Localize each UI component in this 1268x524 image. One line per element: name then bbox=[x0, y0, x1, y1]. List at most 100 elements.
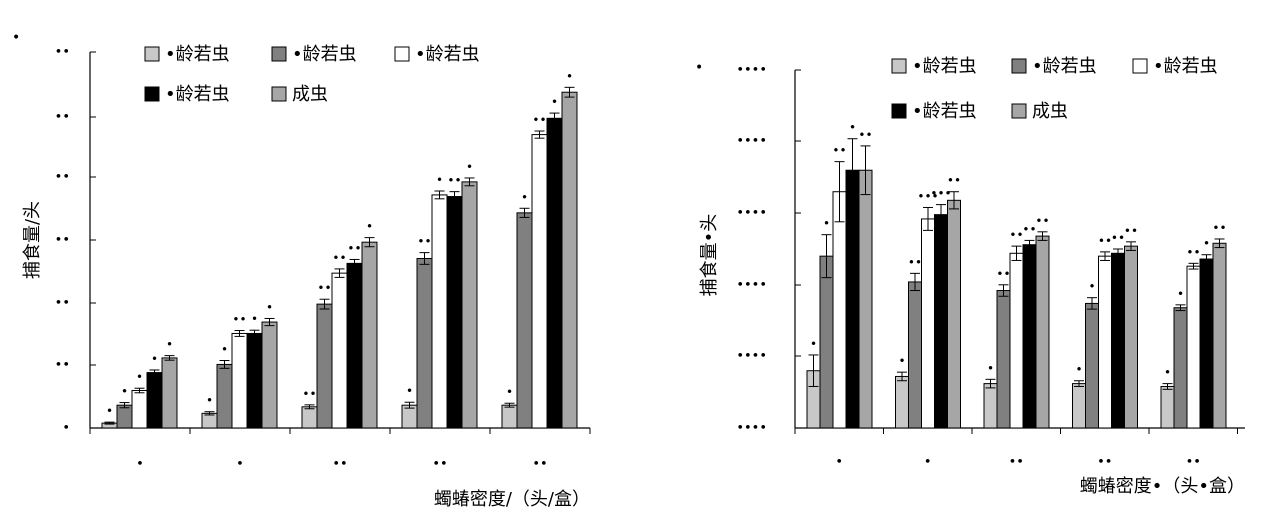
bar bbox=[1035, 235, 1050, 429]
significance-label: ••• bbox=[917, 189, 938, 203]
panel-label: • bbox=[12, 30, 20, 46]
bar bbox=[561, 91, 578, 429]
bar bbox=[531, 134, 548, 429]
legend-swatch bbox=[1011, 103, 1027, 119]
legend-label: •龄若虫 bbox=[912, 56, 977, 77]
y-axis-label: 捕食量•头 bbox=[699, 214, 720, 297]
bar bbox=[216, 363, 233, 429]
significance-label: • bbox=[106, 404, 113, 418]
legend-label: •龄若虫 bbox=[292, 44, 357, 65]
significance-label: •• bbox=[1212, 221, 1226, 235]
significance-label: •• bbox=[302, 387, 316, 401]
y-tick-label: •• bbox=[55, 170, 70, 185]
significance-label: •• bbox=[1098, 234, 1112, 248]
significance-label: • bbox=[221, 343, 228, 357]
bar bbox=[131, 390, 148, 429]
bar bbox=[1186, 265, 1201, 429]
bar bbox=[921, 218, 935, 429]
significance-label: ••• bbox=[930, 187, 951, 201]
x-tick-label: •• bbox=[332, 457, 347, 472]
bar bbox=[231, 332, 248, 429]
legend-swatch bbox=[144, 86, 160, 102]
y-axis-label: 捕食量/头 bbox=[22, 201, 43, 279]
bar bbox=[858, 169, 873, 429]
bar bbox=[1173, 307, 1188, 429]
significance-label: •• bbox=[447, 174, 461, 188]
x-tick-label: • bbox=[236, 457, 244, 472]
panel-label: • bbox=[695, 60, 703, 76]
bar bbox=[1111, 252, 1125, 429]
y-tick-label: •• bbox=[55, 45, 70, 60]
significance-label: •• bbox=[1009, 228, 1023, 242]
chart-panel-2: ••••••••••••••••••••••••••••••••••••••••… bbox=[695, 56, 1245, 497]
significance-label: •• bbox=[1035, 214, 1049, 228]
significance-label: •• bbox=[908, 255, 922, 269]
bar bbox=[1022, 244, 1037, 429]
bar bbox=[161, 357, 178, 429]
legend-label: •龄若虫 bbox=[165, 84, 230, 105]
significance-label: •• bbox=[417, 235, 431, 249]
significance-label: •• bbox=[232, 313, 246, 327]
significance-label: •• bbox=[996, 267, 1010, 281]
legend-swatch bbox=[891, 103, 907, 119]
legend-label: 成虫 bbox=[1032, 101, 1068, 122]
x-tick-label: •• bbox=[432, 457, 447, 472]
significance-label: • bbox=[366, 220, 373, 234]
bar bbox=[461, 181, 478, 429]
bar bbox=[431, 194, 448, 429]
bar bbox=[1199, 258, 1214, 429]
legend-swatch bbox=[1011, 58, 1027, 74]
significance-label: • bbox=[1177, 287, 1184, 301]
y-tick-label: •••• bbox=[736, 63, 767, 78]
bar bbox=[346, 262, 363, 429]
y-tick-label: •••• bbox=[736, 421, 767, 436]
chart-panel-1: ••••••••••••••••••••••••• •••••••••••••••… bbox=[12, 30, 591, 510]
bar bbox=[934, 214, 948, 429]
y-tick-label: •••• bbox=[736, 349, 767, 364]
significance-label: • bbox=[251, 312, 258, 326]
bar bbox=[246, 332, 263, 429]
significance-label: •• bbox=[1124, 224, 1138, 238]
bar bbox=[331, 272, 348, 429]
bar bbox=[1085, 302, 1099, 429]
legend-swatch bbox=[144, 46, 160, 62]
significance-label: • bbox=[566, 69, 573, 83]
bar bbox=[516, 212, 533, 429]
bar bbox=[819, 255, 834, 429]
significance-label: • bbox=[266, 300, 273, 314]
significance-label: •• bbox=[832, 144, 846, 158]
x-axis-label: 蠋蝽密度•（头•盒） bbox=[1080, 476, 1245, 497]
bar bbox=[1009, 252, 1024, 429]
significance-label: •• bbox=[317, 281, 331, 295]
legend-swatch bbox=[1132, 58, 1148, 74]
legend-swatch bbox=[394, 46, 410, 62]
bar bbox=[546, 117, 563, 429]
legend-label: •龄若虫 bbox=[912, 101, 977, 122]
significance-label: • bbox=[810, 337, 817, 351]
significance-label: •• bbox=[532, 113, 546, 127]
bar bbox=[1124, 245, 1138, 429]
significance-label: • bbox=[898, 354, 905, 368]
bar bbox=[947, 199, 961, 429]
x-axis-label: 蠋蝽密度/（头/盒） bbox=[434, 489, 590, 510]
y-tick-label: •• bbox=[55, 296, 70, 311]
bar bbox=[416, 257, 433, 429]
y-tick-label: •••• bbox=[736, 134, 767, 149]
significance-label: • bbox=[506, 385, 513, 399]
x-tick-label: • bbox=[835, 455, 843, 470]
significance-label: • bbox=[823, 217, 830, 231]
bar bbox=[316, 303, 333, 429]
significance-label: • bbox=[121, 385, 128, 399]
bar bbox=[361, 241, 378, 429]
significance-label: •• bbox=[1186, 245, 1200, 259]
y-tick-label: • bbox=[62, 421, 70, 436]
legend-swatch bbox=[271, 86, 287, 102]
legend-swatch bbox=[271, 46, 287, 62]
significance-label: •• bbox=[858, 128, 872, 142]
bar bbox=[261, 321, 278, 429]
bar bbox=[201, 412, 218, 429]
bar bbox=[446, 196, 463, 429]
bar bbox=[832, 191, 847, 429]
legend-label: •龄若虫 bbox=[415, 44, 480, 65]
legend-label: •龄若虫 bbox=[1153, 56, 1218, 77]
